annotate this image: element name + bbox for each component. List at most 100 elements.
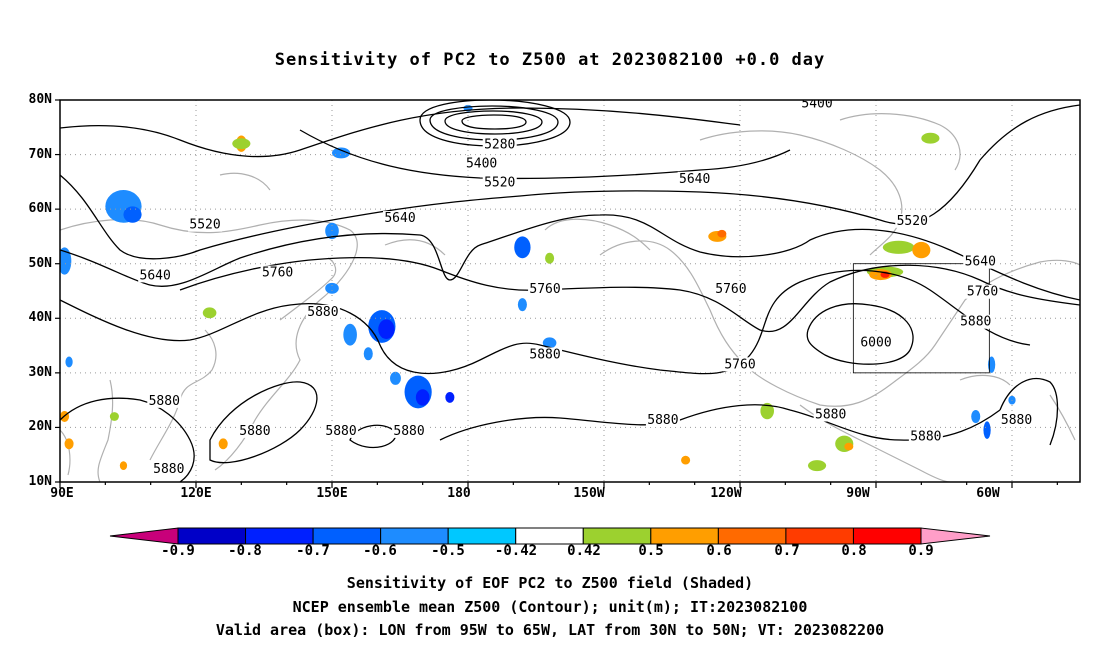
contour-label-bg: [528, 347, 563, 362]
z500-contour-line: [461, 114, 527, 130]
coastline: [599, 240, 1080, 407]
coastline: [1049, 394, 1076, 441]
colorbar-label: 0.7: [774, 543, 800, 559]
caption-contour: NCEP ensemble mean Z500 (Contour); unit(…: [292, 598, 808, 616]
coastline: [219, 172, 271, 191]
coastline: [799, 404, 951, 482]
coastline: [149, 329, 217, 461]
lon-label-150w: 150W: [573, 486, 605, 501]
contour-label-bg: [305, 304, 340, 319]
contour-label-bg: [999, 412, 1034, 427]
colorbar-label: -0.5: [431, 543, 465, 559]
contour-label-bg: [383, 211, 417, 226]
contour-label: 5520: [897, 214, 928, 229]
shaded-cell: [542, 337, 557, 349]
contour-label: 5880: [529, 347, 560, 362]
contour-label: 6000: [860, 335, 891, 350]
z500-contours: [60, 100, 1080, 482]
colorbar-label: 0.9: [908, 543, 934, 559]
contour-label: 5640: [140, 268, 171, 283]
shaded-cell: [363, 347, 373, 361]
lat-label-50n: 50N: [28, 256, 52, 271]
shaded-cell: [681, 455, 691, 465]
plot-title: Sensitivity of PC2 to Z500 at 2023082100…: [274, 50, 826, 70]
lat-label-10n: 10N: [28, 474, 52, 489]
lon-label-180: 180: [447, 486, 471, 501]
contour-label-bg: [965, 284, 1000, 299]
contour-label: 5880: [393, 424, 424, 439]
contour-label-bg: [723, 357, 757, 372]
contour-label: 5400: [466, 156, 497, 171]
contour-label-bg: [713, 282, 748, 296]
lat-label-40n: 40N: [28, 310, 52, 325]
axis-ticks: [55, 99, 1058, 488]
contour-label: 5880: [149, 394, 180, 409]
shaded-cell: [760, 402, 774, 420]
z500-contour-line: [419, 100, 571, 147]
contour-label: 5880: [647, 413, 678, 428]
z500-contour-line: [429, 105, 559, 141]
shaded-cell: [232, 138, 251, 150]
z500-contour-line: [60, 107, 741, 158]
z500-contour-line: [209, 381, 318, 464]
contour-label-bg: [188, 217, 223, 232]
shaded-cell: [445, 391, 455, 403]
shaded-cell: [844, 442, 854, 451]
contour-label-bg: [677, 171, 712, 186]
z500-contour-line: [179, 256, 1080, 333]
contour-label-bg: [645, 412, 680, 427]
shaded-cell: [921, 132, 940, 144]
z500-contour-line: [806, 303, 914, 365]
contour-label-bg: [963, 254, 998, 269]
shaded-cell: [65, 356, 73, 368]
contour-label: 5880: [307, 305, 338, 320]
contour-label: 5760: [529, 282, 560, 297]
coastline: [839, 113, 961, 171]
lat-label-70n: 70N: [28, 147, 52, 162]
shaded-cell: [60, 247, 72, 275]
z500-contour-line: [60, 397, 195, 482]
contour-label: 5520: [484, 176, 515, 191]
contour-label: 5760: [724, 357, 755, 372]
lat-label-20n: 20N: [28, 419, 52, 434]
contour-label: 5880: [1001, 413, 1032, 428]
shaded-cell: [987, 356, 996, 373]
colorbar-label: 0.8: [841, 543, 867, 559]
shaded-cell: [64, 438, 74, 450]
caption-shading: Sensitivity of EOF PC2 to Z500 field (Sh…: [346, 574, 754, 592]
colorbar-label: -0.8: [228, 543, 262, 559]
contour-label-bg: [392, 423, 427, 438]
contour-label-bg: [908, 429, 943, 444]
shaded-cell: [123, 206, 142, 223]
shaded-cell: [545, 252, 555, 264]
coastline: [959, 374, 1011, 386]
contour-label: 5640: [679, 172, 710, 187]
contour-label-bg: [859, 335, 893, 350]
coastline: [60, 218, 358, 471]
contour-label-bg: [958, 314, 993, 329]
colorbar-label: -0.9: [161, 543, 195, 559]
shaded-cell: [415, 389, 430, 406]
contour-label: 5880: [153, 462, 184, 477]
lon-label-120e: 120E: [180, 486, 212, 501]
shaded-cell: [343, 323, 357, 346]
contour-label: 5880: [239, 424, 270, 439]
shaded-cell: [109, 412, 119, 421]
colorbar-label: -0.6: [363, 543, 397, 559]
contour-label: 5760: [715, 282, 746, 297]
lat-label-80n: 80N: [28, 92, 52, 107]
shaded-cell: [202, 307, 217, 319]
shaded-cell: [971, 409, 981, 424]
contour-label-bg: [138, 268, 173, 283]
colorbar-label: 0.5: [638, 543, 664, 559]
lon-label-90e: 90E: [50, 486, 74, 501]
coastline: [384, 239, 446, 256]
sensitivity-shading: [60, 104, 1016, 472]
contour-label: 5400: [801, 96, 832, 111]
contour-label: 5880: [815, 408, 846, 423]
shaded-cell: [325, 282, 339, 294]
coastline: [544, 218, 651, 251]
shaded-cell: [517, 298, 527, 312]
z500-contour-line: [299, 129, 791, 180]
